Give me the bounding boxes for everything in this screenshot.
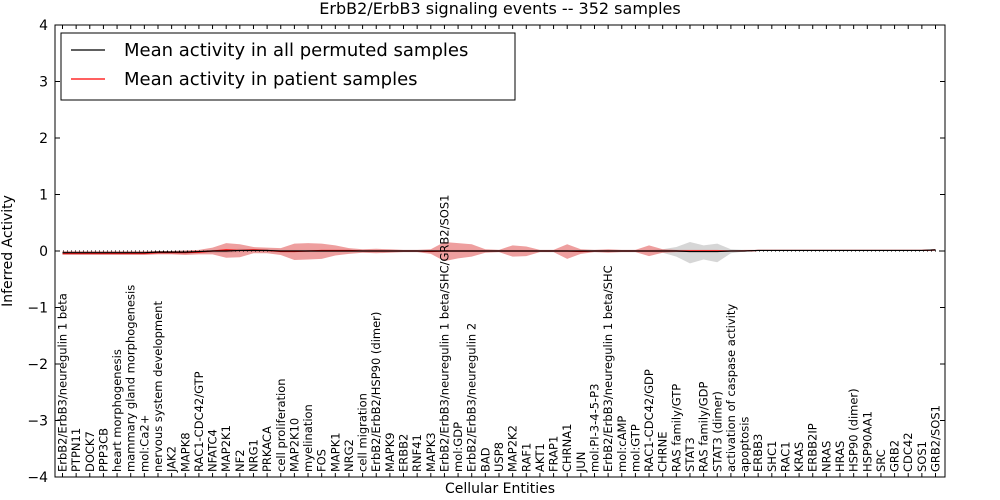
x-category-label: mammary gland morphogenesis	[124, 285, 138, 472]
x-category-label: JUN	[574, 452, 588, 473]
x-category-label: GRB2	[888, 440, 902, 472]
x-category-label: NRG1	[246, 439, 260, 472]
x-category-label: MAPK1	[328, 432, 342, 472]
x-category-label: ErbB2/ErbB2/HSP90 (dimer)	[369, 312, 383, 472]
x-category-label: mol:GDP	[451, 422, 465, 472]
x-category-label: MAPK3	[424, 432, 438, 472]
y-tick-label: 1	[39, 188, 48, 204]
y-tick-label: 0	[39, 244, 48, 260]
x-category-label: RAS family/GTP	[669, 384, 683, 472]
x-category-label: ErbB2/ErbB3/neuregulin 1 beta/SHC	[601, 265, 615, 472]
x-category-label: CDC42	[901, 432, 915, 472]
x-category-label: NFATC4	[206, 429, 220, 472]
x-category-label: RAC1	[778, 441, 792, 472]
x-category-label: myelination	[301, 404, 315, 472]
x-category-label: STAT3	[683, 437, 697, 472]
x-category-label: BAD	[478, 447, 492, 472]
x-category-label: HSP90 (dimer)	[847, 388, 861, 472]
legend-label-permuted: Mean activity in all permuted samples	[124, 40, 468, 61]
x-category-label: RNF41	[410, 434, 424, 472]
x-category-label: ERBB2IP	[806, 423, 820, 472]
x-category-label: SRC	[874, 449, 888, 472]
x-category-label: heart morphogenesis	[110, 349, 124, 472]
x-category-label: NRAS	[819, 441, 833, 472]
permuted-band	[62, 241, 936, 264]
legend-box	[60, 32, 516, 101]
y-tick-label: 2	[39, 131, 48, 147]
x-category-label: HSP90AA1	[860, 411, 874, 472]
y-tick-label: 4	[39, 18, 48, 34]
y-axis: 4 3 2 1 0 −1 −2 −3 −4	[27, 18, 945, 486]
y-tick-label: −1	[27, 301, 48, 317]
x-category-label: USP8	[492, 442, 506, 472]
x-axis: ErbB2/ErbB3/neuregulin 1 beta PTPN11 DOCK7…	[56, 25, 943, 477]
x-category-label: KRAS	[792, 442, 806, 472]
x-category-label: DOCK7	[83, 431, 97, 472]
y-tick-label: −3	[27, 414, 48, 430]
x-category-label: RAS family/GDP	[697, 382, 711, 472]
permuted-mean-line	[62, 249, 936, 254]
x-axis-title: Cellular Entities	[445, 481, 555, 497]
x-category-label: SHC1	[765, 441, 779, 472]
x-category-label: NRG2	[342, 439, 356, 472]
plot-area	[55, 241, 945, 264]
x-category-label: MAPK8	[178, 432, 192, 472]
x-category-label: ErbB2/ErbB3/neuregulin 1 beta/SHC/GRB2/S…	[437, 195, 451, 472]
legend: Mean activity in all permuted samples Me…	[60, 32, 516, 101]
x-category-label: MAP2K2	[506, 425, 520, 472]
x-category-label: FRAP1	[547, 436, 561, 472]
x-category-label: NF2	[233, 449, 247, 472]
x-category-label: apoptosis	[738, 417, 752, 472]
x-category-label: PTPN11	[69, 428, 83, 472]
x-category-label: CHRNE	[656, 431, 670, 472]
x-category-label: ERBB3	[751, 434, 765, 472]
x-category-label: mol:GTP	[628, 424, 642, 472]
x-category-label: MAPK9	[383, 432, 397, 472]
y-tick-label: 3	[39, 75, 48, 91]
x-category-label: cell proliferation	[274, 378, 288, 472]
x-category-label: JAK2	[165, 446, 179, 473]
y-axis-title: Inferred Activity	[0, 195, 16, 307]
x-category-label: ErbB2/ErbB3/neuregulin 1 beta	[56, 293, 70, 472]
x-category-label: MAP2K1	[219, 425, 233, 472]
x-category-label: ERBB2	[397, 434, 411, 472]
x-category-label: mol:Ca2+	[137, 415, 151, 472]
legend-label-patient: Mean activity in patient samples	[124, 69, 418, 90]
x-category-label: mol:PI-3-4-5-P3	[587, 384, 601, 472]
x-category-label: cell migration	[356, 393, 370, 472]
y-tick-label: −2	[27, 357, 48, 373]
x-category-label: nervous system development	[151, 301, 165, 472]
x-category-label: MAP2K10	[287, 418, 301, 472]
x-category-label: RAC1-CDC42/GTP	[192, 371, 206, 472]
x-category-label: RAC1-CDC42/GDP	[642, 369, 656, 472]
x-category-label: activation of caspase activity	[724, 304, 738, 472]
x-category-label: STAT3 (dimer)	[710, 391, 724, 472]
chart-title: ErbB2/ErbB3 signaling events -- 352 samp…	[319, 0, 680, 18]
x-category-label: CHRNA1	[560, 424, 574, 472]
x-category-label: GRB2/SOS1	[929, 405, 943, 472]
x-category-label: PPP3CB	[96, 428, 110, 472]
x-category-label: mol:cAMP	[615, 416, 629, 472]
x-category-label: FOS	[315, 449, 329, 472]
x-category-label: SOS1	[915, 441, 929, 472]
x-category-label: ErbB2/ErbB3/neuregulin 2	[465, 323, 479, 472]
x-category-label: HRAS	[833, 441, 847, 472]
y-tick-label: −4	[27, 470, 48, 486]
x-category-label: AKT1	[533, 443, 547, 472]
x-category-label: PRKACA	[260, 426, 274, 472]
x-category-label: RAF1	[519, 443, 533, 472]
